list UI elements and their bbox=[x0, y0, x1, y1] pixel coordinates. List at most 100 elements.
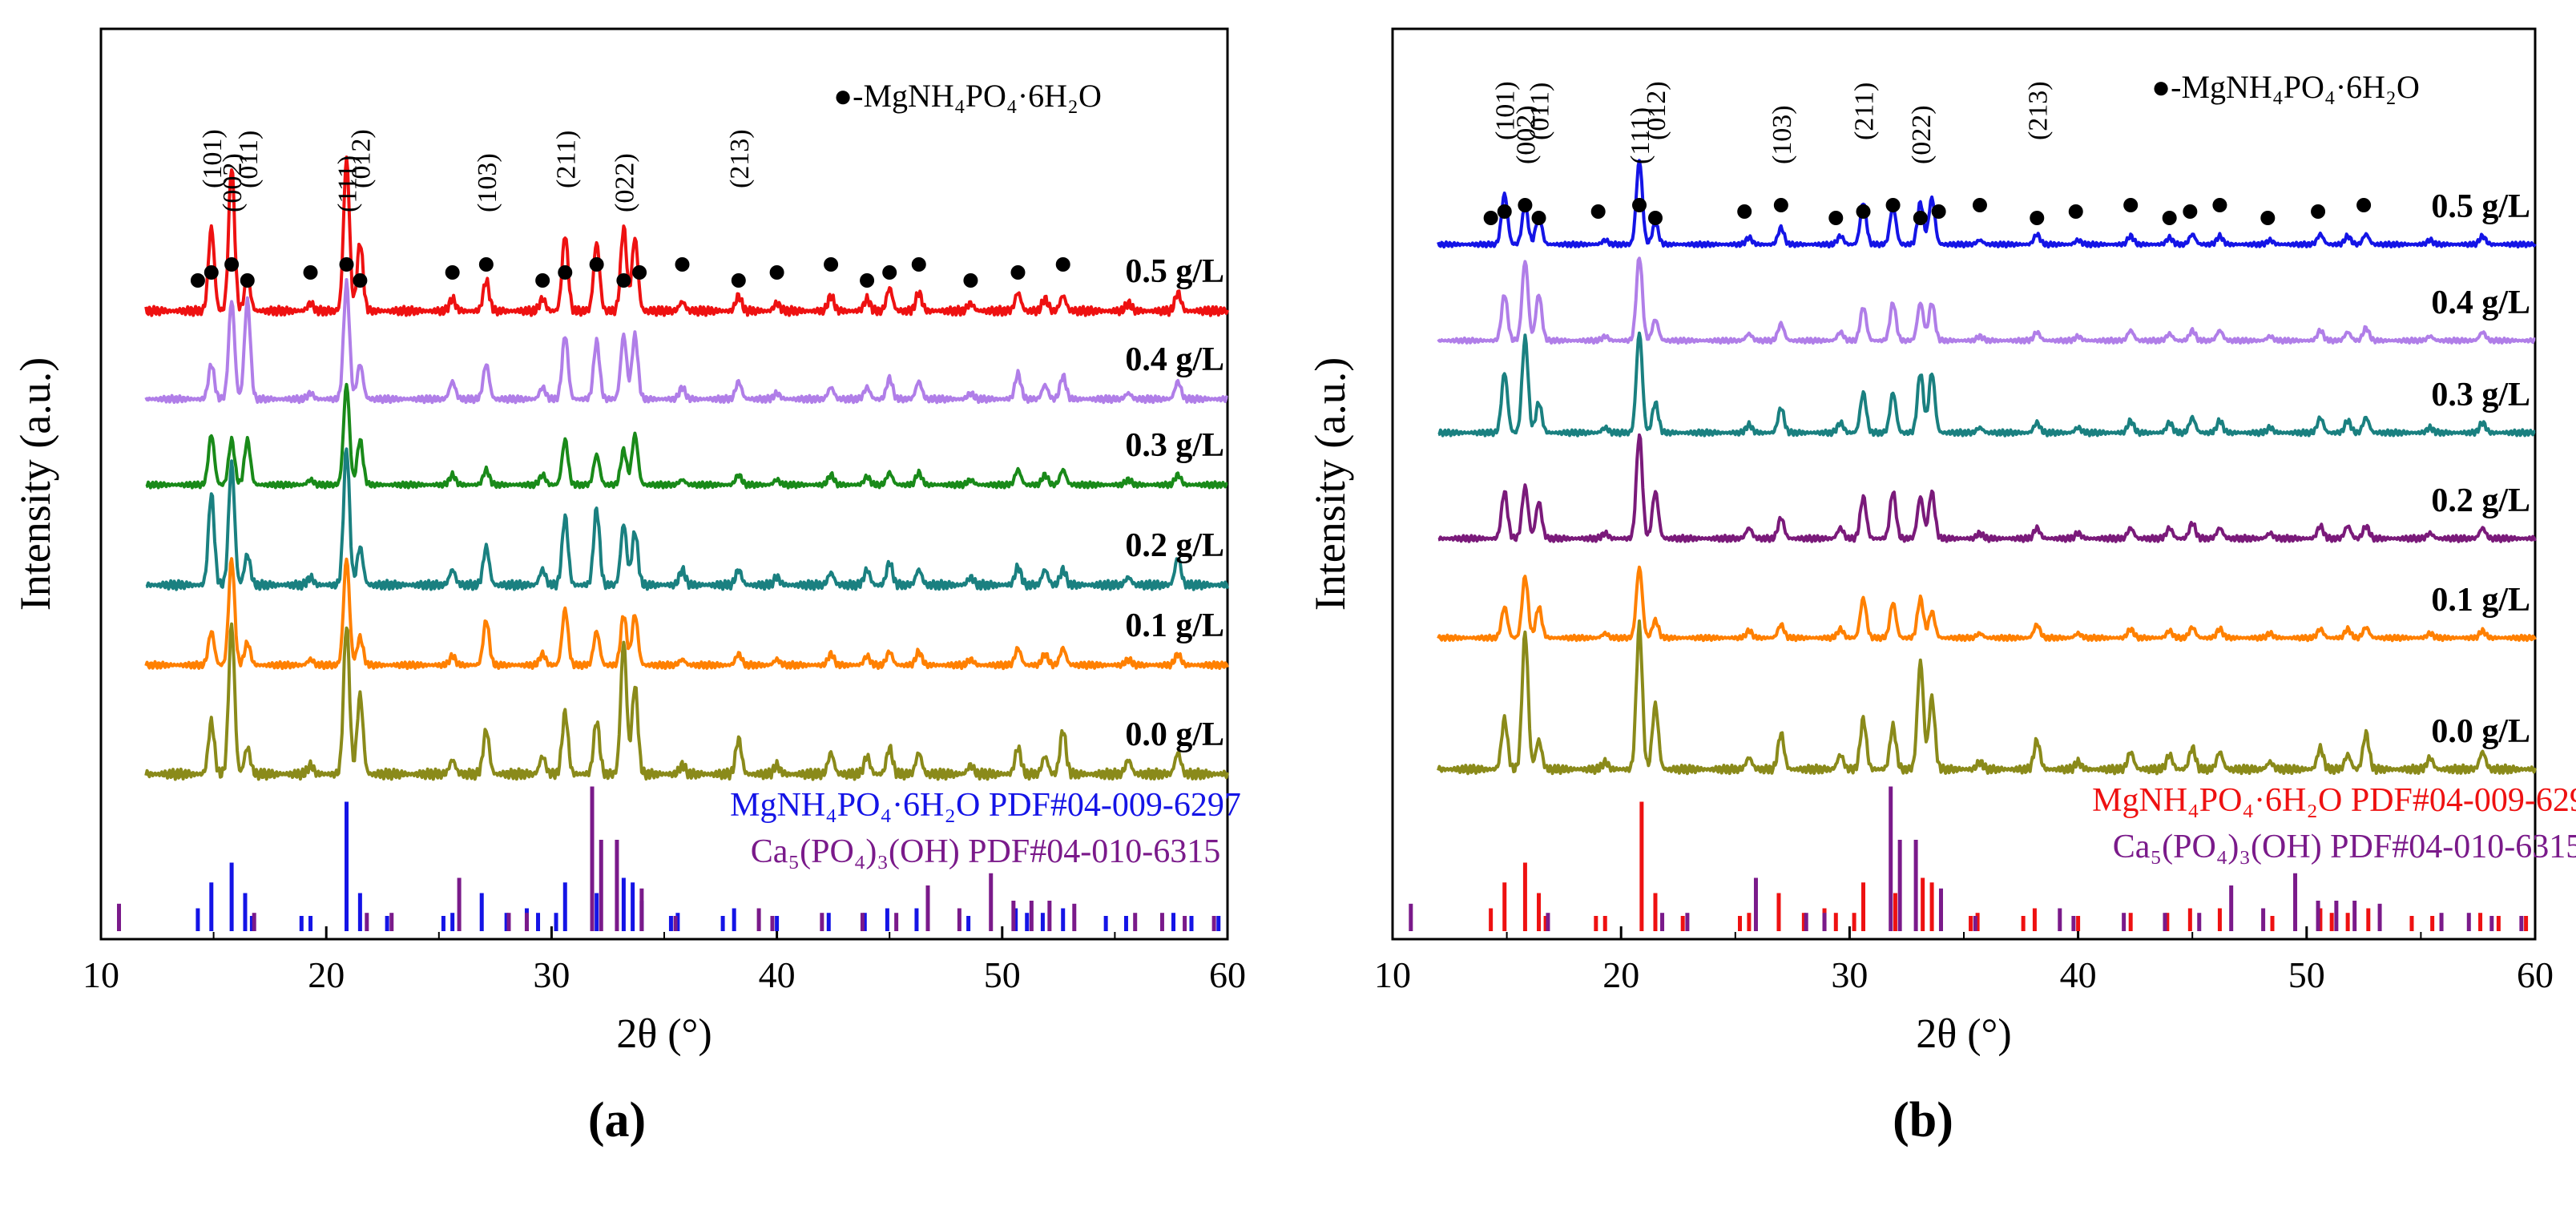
struvite-marker-dot bbox=[1632, 198, 1647, 212]
reference-label: MgNH₄PO₄·6H₂O PDF#04-009-6297 bbox=[2092, 782, 2576, 819]
x-tick-label: 40 bbox=[759, 954, 796, 995]
series-label: 0.1 g/L bbox=[2431, 582, 2530, 619]
x-tick-label: 10 bbox=[83, 954, 119, 995]
struvite-marker-dot bbox=[1773, 198, 1788, 212]
reference-label: MgNH₄PO₄·6H₂O PDF#04-009-6297 bbox=[730, 787, 1241, 824]
struvite-marker-dot bbox=[2162, 211, 2177, 225]
miller-index-label: (002) bbox=[1511, 105, 1541, 164]
series-line-0-1-g-l bbox=[144, 557, 1229, 671]
struvite-marker-dot bbox=[445, 265, 460, 280]
miller-index-label: (211) bbox=[1850, 83, 1880, 140]
struvite-marker-dot bbox=[224, 257, 240, 272]
marker-legend: ●-MgNH₄PO₄·6H₂O bbox=[2151, 69, 2420, 105]
miller-index-label: (022) bbox=[610, 153, 639, 212]
struvite-marker-dot bbox=[2123, 198, 2139, 212]
series-label: 0.0 g/L bbox=[2431, 713, 2530, 750]
series-line-0-3-g-l bbox=[145, 382, 1228, 490]
struvite-marker-dot bbox=[535, 273, 550, 288]
struvite-marker-dot bbox=[675, 257, 690, 272]
struvite-marker-dot bbox=[1828, 211, 1844, 225]
x-tick-label: 30 bbox=[533, 954, 570, 995]
x-tick-label: 20 bbox=[1602, 954, 1639, 995]
struvite-marker-dot bbox=[2212, 198, 2227, 212]
series-line-0-1-g-l bbox=[1437, 565, 2537, 643]
series-line-0-0-g-l bbox=[1437, 619, 2537, 776]
series-line-0-5-g-l bbox=[144, 155, 1229, 317]
x-tick-label: 30 bbox=[1831, 954, 1868, 995]
panel-b: 10 20 30 40 50 60 2θ (°) Intensity (a.u.) 0.5 g/… bbox=[1306, 27, 2576, 1147]
series-line-0-4-g-l bbox=[144, 278, 1228, 405]
reference-label: Ca₅(PO₄)₃(OH) PDF#04-010-6315 bbox=[751, 833, 1220, 870]
struvite-marker-dot bbox=[2030, 211, 2045, 225]
x-tick-label: 10 bbox=[1374, 954, 1411, 995]
series-label: 0.0 g/L bbox=[1125, 716, 1224, 753]
miller-index-label: (012) bbox=[1642, 81, 1671, 140]
x-tick-label: 20 bbox=[308, 954, 345, 995]
struvite-marker-dot bbox=[558, 265, 573, 280]
series-line-0-0-g-l bbox=[144, 622, 1229, 781]
miller-index-label: (213) bbox=[2023, 81, 2053, 140]
miller-index-label: (101) bbox=[1491, 81, 1521, 140]
series-label: 0.5 g/L bbox=[1125, 253, 1224, 290]
struvite-marker-dot bbox=[1497, 204, 1512, 219]
struvite-marker-dot bbox=[769, 265, 784, 280]
struvite-marker-dot bbox=[824, 257, 839, 272]
struvite-marker-dot bbox=[2068, 204, 2083, 219]
struvite-marker-dot bbox=[1647, 211, 1663, 225]
miller-index-label: (211) bbox=[551, 131, 581, 188]
struvite-marker-dot bbox=[1010, 265, 1026, 280]
struvite-marker-dot bbox=[911, 257, 926, 272]
series-label: 0.2 g/L bbox=[2431, 482, 2530, 519]
struvite-marker-dot bbox=[632, 265, 647, 280]
miller-index-label: (103) bbox=[1768, 105, 1797, 164]
x-tick-label: 50 bbox=[984, 954, 1021, 995]
struvite-marker-dot bbox=[860, 273, 875, 288]
miller-index-label: (111) bbox=[333, 155, 363, 212]
struvite-marker-dot bbox=[190, 273, 205, 288]
miller-index-label: (011) bbox=[1526, 83, 1555, 140]
struvite-marker-dot bbox=[303, 265, 318, 280]
struvite-marker-dot bbox=[240, 273, 255, 288]
marker-legend: ●-MgNH₄PO₄·6H₂O bbox=[833, 78, 1102, 114]
struvite-marker-dot bbox=[589, 257, 604, 272]
miller-index-label: (011) bbox=[234, 131, 264, 188]
x-tick-label: 60 bbox=[1209, 954, 1246, 995]
series-label: 0.3 g/L bbox=[2431, 377, 2530, 413]
struvite-marker-dot bbox=[1913, 211, 1928, 225]
struvite-marker-dot bbox=[1972, 198, 1987, 212]
struvite-marker-dot bbox=[731, 273, 746, 288]
struvite-marker-dot bbox=[2311, 204, 2326, 219]
struvite-marker-dot bbox=[882, 265, 897, 280]
struvite-marker-dot bbox=[1931, 204, 1946, 219]
miller-index-label: (101) bbox=[198, 129, 228, 188]
series-line-0-2-g-l bbox=[145, 447, 1229, 591]
series-label: 0.4 g/L bbox=[1125, 341, 1224, 378]
struvite-marker-dot bbox=[204, 265, 219, 280]
series-label: 0.2 g/L bbox=[1125, 527, 1224, 564]
series-label: 0.1 g/L bbox=[1125, 607, 1224, 644]
struvite-marker-dot bbox=[339, 257, 354, 272]
series-line-0-2-g-l bbox=[1437, 433, 2537, 543]
struvite-marker-dot bbox=[616, 273, 631, 288]
miller-index-label: (002) bbox=[218, 153, 248, 212]
struvite-marker-dot bbox=[963, 273, 978, 288]
struvite-marker-dot bbox=[1518, 198, 1533, 212]
x-axis-label: 2θ (°) bbox=[616, 1011, 712, 1057]
struvite-marker-dot bbox=[1055, 257, 1070, 272]
series-line-0-4-g-l bbox=[1437, 256, 2536, 345]
series-label: 0.4 g/L bbox=[2431, 284, 2530, 321]
struvite-marker-dot bbox=[1885, 198, 1901, 212]
series-line-0-5-g-l bbox=[1437, 159, 2537, 249]
struvite-marker-dot bbox=[2260, 211, 2276, 225]
struvite-marker-dot bbox=[353, 273, 368, 288]
miller-index-label: (022) bbox=[1907, 105, 1937, 164]
struvite-marker-dot bbox=[2183, 204, 2198, 219]
x-tick-label: 40 bbox=[2060, 954, 2097, 995]
struvite-marker-dot bbox=[1483, 211, 1498, 225]
miller-index-label: (111) bbox=[1626, 107, 1655, 164]
struvite-marker-dot bbox=[2356, 198, 2372, 212]
struvite-marker-dot bbox=[1590, 204, 1606, 219]
miller-index-label: (103) bbox=[473, 153, 502, 212]
panel-caption: (a) bbox=[588, 1093, 646, 1147]
